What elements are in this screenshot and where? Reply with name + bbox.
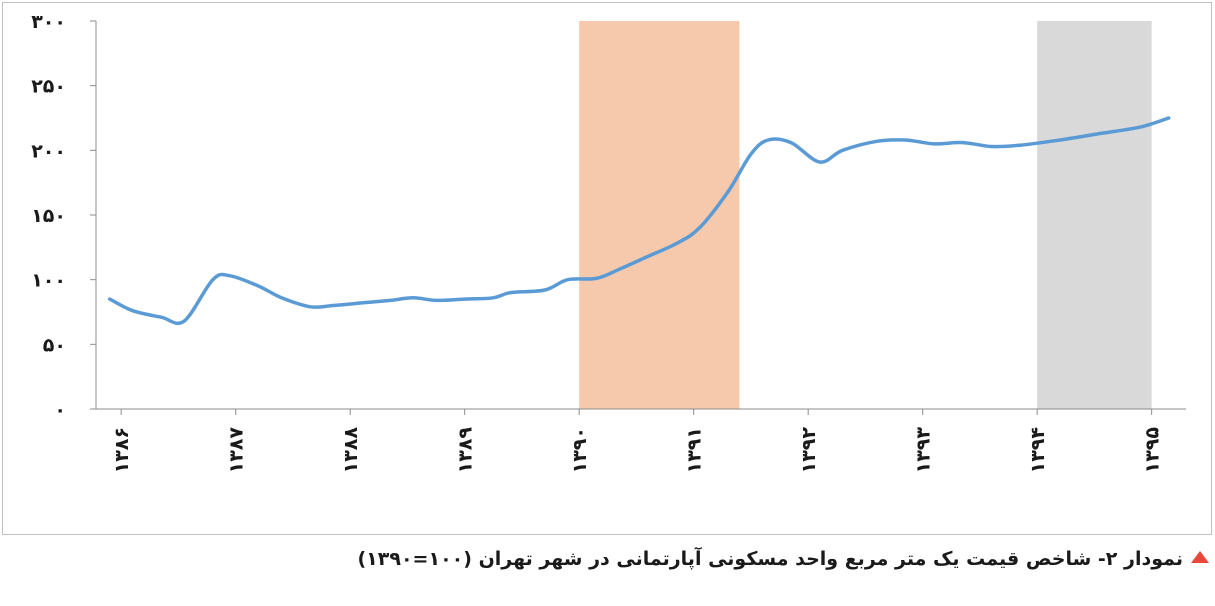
y-tick-label: ۱۰۰ bbox=[31, 270, 66, 292]
x-tick-label: ۱۳۹۵ bbox=[1142, 427, 1164, 474]
y-tick-label: ۱۵۰ bbox=[31, 205, 66, 227]
figure-caption: نمودار ۲- شاخص قیمت یک متر مربع واحد مسک… bbox=[357, 548, 1209, 570]
x-tick-label: ۱۳۹۰ bbox=[569, 427, 591, 473]
shaded-period-1 bbox=[1037, 21, 1152, 409]
x-tick-labels: ۱۳۸۶ ۱۳۸۷ ۱۳۸۸ ۱۳۸۹ ۱۳۹۰ ۱۳۹۱ ۱۳۹۲ ۱۳۹۳ ۱۳۹۴ ۱۳۹۵ bbox=[111, 427, 1163, 474]
shaded-periods bbox=[579, 21, 1152, 409]
x-tick-label: ۱۳۸۷ bbox=[226, 427, 248, 474]
axes bbox=[90, 20, 1186, 415]
caption-marker-icon bbox=[1191, 551, 1209, 563]
shaded-period-0 bbox=[579, 21, 740, 409]
y-tick-label: ۰ bbox=[54, 399, 66, 421]
series-line-0 bbox=[107, 116, 1171, 326]
y-tick-label: ۲۰۰ bbox=[31, 140, 66, 162]
y-tick-label: ۵۰ bbox=[43, 334, 66, 356]
x-tick-label: ۱۳۸۸ bbox=[340, 427, 362, 474]
x-tick-label: ۱۳۹۲ bbox=[798, 427, 820, 474]
x-tick-label: ۱۳۹۳ bbox=[913, 427, 935, 474]
x-tick-label: ۱۳۸۹ bbox=[455, 427, 477, 474]
y-tick-label: ۲۵۰ bbox=[31, 76, 66, 98]
x-tick-label: ۱۳۹۴ bbox=[1027, 427, 1049, 473]
y-tick-labels: ۰ ۵۰ ۱۰۰ ۱۵۰ ۲۰۰ ۲۵۰ ۳۰۰ bbox=[31, 11, 66, 421]
caption-text: نمودار ۲- شاخص قیمت یک متر مربع واحد مسک… bbox=[357, 548, 1183, 570]
y-tick-label: ۳۰۰ bbox=[31, 11, 66, 33]
x-tick-label: ۱۳۸۶ bbox=[111, 427, 133, 473]
x-tick-label: ۱۳۹۱ bbox=[684, 427, 706, 473]
chart-frame: ۰ ۵۰ ۱۰۰ ۱۵۰ ۲۰۰ ۲۵۰ ۳۰۰ ۱۳۸۶ ۱۳۸۷ ۱۳۸۸ ۱۳۸۹ ۱۳۹۰ ۱… bbox=[2, 2, 1212, 535]
series bbox=[107, 116, 1171, 326]
